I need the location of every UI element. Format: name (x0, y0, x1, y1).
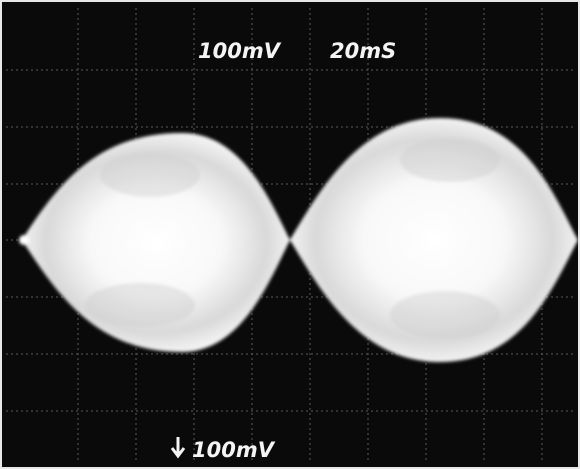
graticule (6, 8, 574, 462)
time-per-div: 20mS (330, 39, 396, 63)
channel-marker (170, 437, 186, 459)
channel-scale: 100mV (192, 438, 276, 462)
volts-per-div: 100mV (198, 39, 282, 63)
waveform-envelope (19, 118, 578, 362)
